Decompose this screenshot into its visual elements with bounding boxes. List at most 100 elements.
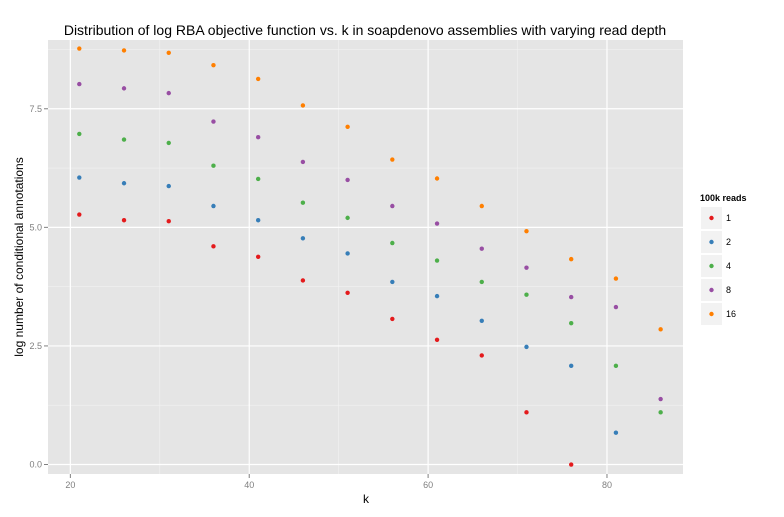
data-point (613, 430, 619, 435)
data-point (345, 124, 350, 129)
data-point (121, 218, 127, 223)
data-point (211, 163, 216, 168)
data-point (255, 218, 261, 223)
data-point (658, 327, 663, 332)
data-point (434, 176, 440, 181)
data-point (211, 62, 216, 68)
data-point (434, 258, 440, 263)
legend-marker (709, 215, 714, 221)
data-point (434, 337, 440, 342)
data-point (121, 137, 127, 142)
x-tick-label: 80 (602, 480, 612, 490)
data-point (479, 203, 484, 209)
legend-label: 8 (726, 285, 731, 295)
x-tick-label: 40 (244, 480, 254, 490)
legend-marker (709, 263, 714, 269)
data-point (524, 265, 529, 270)
data-point (77, 212, 82, 217)
legend-label: 4 (726, 261, 731, 271)
data-point (569, 256, 574, 262)
data-point (300, 200, 306, 205)
data-point (345, 177, 350, 183)
data-point (479, 246, 484, 251)
data-point (390, 203, 395, 209)
data-point (524, 344, 529, 350)
data-point (345, 251, 350, 256)
y-tick-label: 7.5 (29, 104, 42, 114)
data-point (524, 292, 529, 297)
data-point (255, 254, 261, 259)
y-axis-label: log number of conditional annotations (12, 157, 26, 356)
data-point (345, 290, 350, 296)
data-point (255, 76, 261, 82)
data-point (658, 410, 663, 415)
data-point (569, 462, 574, 467)
legend-title: 100k reads (700, 193, 747, 203)
data-point (300, 236, 306, 241)
legend-label: 2 (726, 237, 731, 247)
data-point (390, 157, 395, 162)
data-point (211, 119, 216, 124)
gridlines (48, 40, 683, 474)
legend-label: 16 (726, 309, 736, 319)
legend: 100k reads 1 2 4 8 16 (700, 193, 747, 325)
y-tick-label: 5.0 (29, 222, 42, 232)
data-point (300, 159, 306, 165)
legend-item: 8 (701, 279, 731, 301)
data-point (121, 86, 127, 91)
data-point (390, 240, 395, 246)
data-point (166, 90, 171, 96)
series-8 (77, 81, 663, 402)
x-tick-label: 20 (65, 480, 75, 490)
data-point (211, 244, 216, 249)
data-point (211, 203, 216, 209)
data-points (77, 46, 663, 467)
data-point (300, 103, 306, 108)
data-point (345, 215, 350, 221)
data-point (479, 279, 484, 285)
series-1 (77, 212, 574, 467)
data-point (613, 363, 619, 369)
y-axis-ticks: 0.0 2.5 5.0 7.5 (29, 104, 48, 470)
series-2 (77, 175, 619, 435)
legend-items: 1 2 4 8 16 (701, 207, 736, 325)
data-point (569, 320, 574, 326)
data-point (255, 135, 261, 140)
data-point (390, 316, 395, 322)
data-point (569, 294, 574, 300)
data-point (121, 181, 127, 186)
data-point (77, 46, 82, 51)
plot-panel (48, 40, 683, 474)
data-point (166, 218, 171, 224)
legend-item: 2 (701, 231, 731, 253)
legend-marker (709, 287, 714, 293)
data-point (166, 140, 171, 146)
data-point (434, 293, 440, 299)
data-point (613, 304, 619, 310)
y-tick-label: 0.0 (29, 460, 42, 470)
data-point (255, 176, 261, 182)
data-point (121, 48, 127, 53)
x-axis-label: k (363, 492, 370, 506)
data-point (524, 410, 529, 415)
data-point (77, 81, 82, 87)
data-point (300, 278, 306, 283)
x-axis-ticks: 20 40 60 80 (65, 474, 612, 490)
legend-item: 4 (701, 255, 731, 277)
data-point (569, 363, 574, 369)
data-point (524, 228, 529, 234)
legend-label: 1 (726, 213, 731, 223)
data-point (479, 353, 484, 358)
data-point (77, 131, 82, 137)
series-16 (77, 46, 663, 332)
data-point (434, 221, 440, 226)
data-point (77, 175, 82, 180)
data-point (166, 50, 171, 56)
data-point (390, 279, 395, 285)
x-tick-label: 60 (423, 480, 433, 490)
data-point (166, 183, 171, 189)
data-point (479, 318, 484, 323)
legend-marker (709, 311, 714, 317)
y-tick-label: 2.5 (29, 341, 42, 351)
